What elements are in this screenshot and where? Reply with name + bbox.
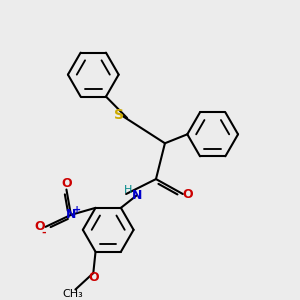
Text: O: O (182, 188, 193, 200)
Text: H: H (123, 184, 132, 194)
Text: CH₃: CH₃ (62, 289, 83, 299)
Text: O: O (88, 271, 99, 284)
Text: N: N (66, 208, 76, 221)
Text: S: S (114, 108, 124, 122)
Text: +: + (74, 205, 82, 214)
Text: O: O (61, 177, 72, 190)
Text: -: - (42, 228, 46, 238)
Text: O: O (34, 220, 45, 233)
Text: N: N (131, 189, 142, 202)
